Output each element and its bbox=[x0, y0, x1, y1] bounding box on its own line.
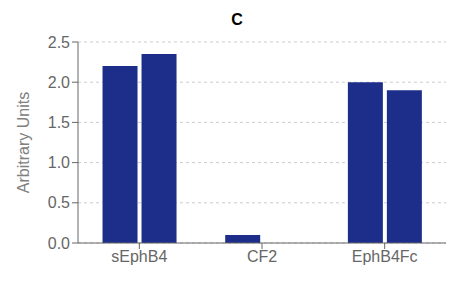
svg-text:EphB4Fc: EphB4Fc bbox=[352, 248, 418, 265]
svg-text:sEphB4: sEphB4 bbox=[111, 248, 167, 265]
html-text:C: C bbox=[231, 11, 243, 28]
svg-text:0.0: 0.0 bbox=[48, 235, 70, 252]
svg-text:1.0: 1.0 bbox=[48, 154, 70, 171]
svg-text:2.0: 2.0 bbox=[48, 74, 70, 91]
svg-text:0.5: 0.5 bbox=[48, 194, 70, 211]
svg-text:Arbitrary Units: Arbitrary Units bbox=[15, 92, 32, 193]
svg-text:1.5: 1.5 bbox=[48, 114, 70, 131]
svg-text:2.5: 2.5 bbox=[48, 34, 70, 51]
svg-text:CF2: CF2 bbox=[247, 248, 277, 265]
